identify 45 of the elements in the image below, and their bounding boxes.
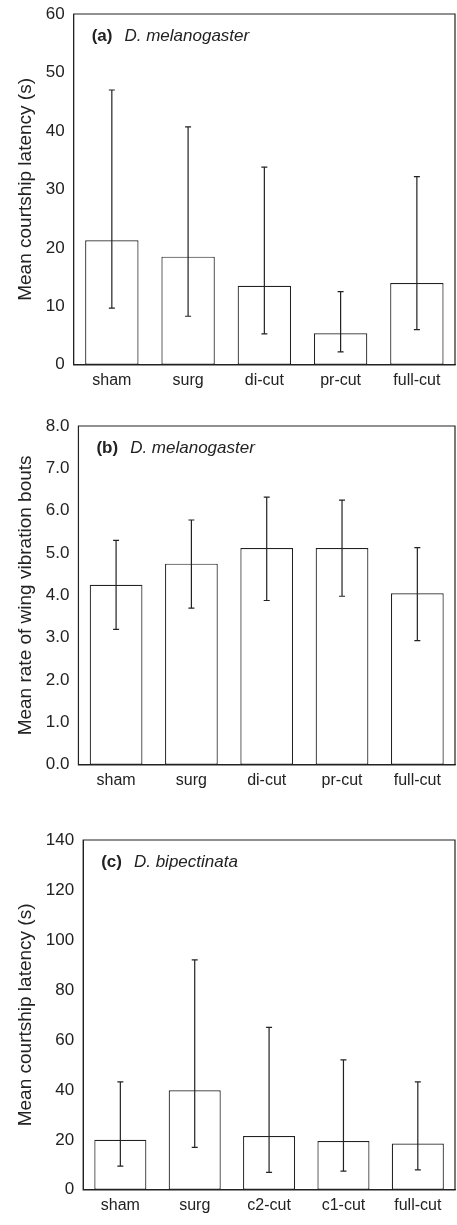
x-tick-label: sham (100, 1195, 140, 1213)
y-axis-title: Mean courtship latency (s) (13, 77, 35, 301)
y-tick-label: 0.0 (45, 754, 70, 774)
y-tick-label: 20 (55, 1129, 75, 1149)
x-tick-label: surg (179, 1195, 211, 1213)
y-tick-label: 3.0 (45, 627, 70, 647)
y-axis-title: Mean courtship latency (s) (13, 903, 35, 1127)
y-tick-label: 8.0 (45, 415, 70, 435)
y-tick-label: 0 (55, 354, 65, 374)
y-tick-label: 20 (45, 237, 65, 257)
y-tick-label: 60 (55, 1029, 75, 1049)
y-tick-label: 6.0 (45, 500, 70, 520)
y-tick-label: 40 (45, 120, 65, 140)
y-tick-label: 120 (45, 879, 75, 899)
text: (a) D. melanogaster (91, 25, 251, 45)
y-tick-label: 2.0 (45, 669, 70, 689)
y-tick-label: 60 (45, 3, 65, 23)
y-tick-label: 5.0 (45, 542, 70, 562)
text: (c) D. bipectinata (101, 851, 238, 871)
y-tick-label: 30 (45, 179, 65, 199)
x-tick-label: surg (175, 770, 207, 788)
y-tick-label: 140 (45, 829, 75, 849)
y-tick-label: 80 (55, 979, 75, 999)
x-tick-label: di-cut (247, 770, 287, 788)
x-tick-label: surg (172, 370, 204, 388)
x-tick-label: c1-cut (321, 1195, 366, 1213)
x-tick-label: di-cut (244, 370, 285, 388)
y-tick-label: 10 (45, 296, 65, 316)
x-tick-label: sham (92, 370, 132, 388)
text: (b) D. melanogaster (96, 437, 257, 457)
y-axis-title: Mean rate of wing vibration bouts (13, 455, 35, 736)
y-tick-label: 100 (45, 929, 75, 949)
x-tick-label: full-cut (393, 770, 442, 788)
y-tick-label: 40 (55, 1079, 75, 1099)
y-tick-label: 0 (64, 1179, 75, 1199)
x-tick-label: full-cut (393, 370, 441, 388)
y-tick-label: 4.0 (45, 585, 70, 605)
y-tick-label: 1.0 (45, 712, 70, 732)
x-tick-label: pr-cut (320, 370, 362, 388)
y-tick-label: 7.0 (45, 458, 70, 478)
x-tick-label: full-cut (394, 1195, 442, 1213)
y-tick-label: 50 (45, 62, 65, 82)
x-tick-label: pr-cut (321, 770, 364, 788)
x-tick-label: sham (96, 770, 136, 788)
x-tick-label: c2-cut (247, 1195, 292, 1213)
